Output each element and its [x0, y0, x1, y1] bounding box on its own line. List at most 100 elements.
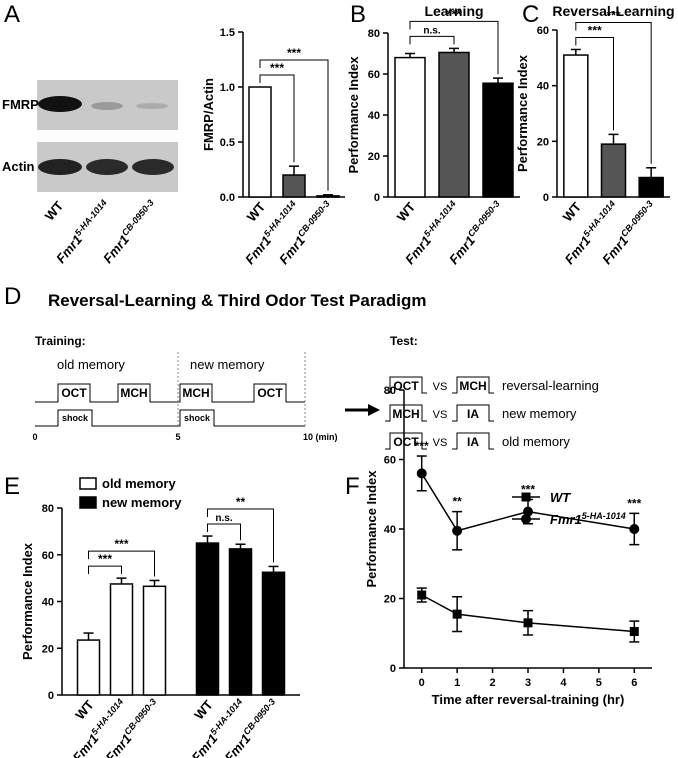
label-text: WT: [550, 490, 571, 505]
odor-step: [385, 432, 427, 450]
panel-label: F: [345, 473, 360, 500]
x-tick-label: WT: [191, 697, 216, 722]
y-axis-label: Performance Index: [346, 56, 361, 174]
marker: [416, 468, 427, 479]
x-tick-label: 6: [631, 677, 637, 689]
blot: FMRP Actin: [2, 80, 178, 192]
test-odor: IA: [467, 435, 479, 449]
label-superscript: 5-HA-1014: [89, 697, 125, 737]
y-tick-label: 0: [374, 192, 380, 204]
test-odor: OCT: [393, 435, 419, 449]
y-tick-label: 60: [537, 25, 549, 37]
significance-bracket: [207, 523, 241, 541]
odor-box: OCT: [257, 386, 283, 400]
y-tick-label: 40: [42, 597, 54, 609]
test-vs: VS: [433, 437, 448, 449]
shock-trace: [35, 409, 305, 427]
label-text: WT: [191, 697, 216, 722]
panel-label: E: [4, 473, 20, 500]
bar: [76, 639, 101, 696]
y-tick-label: 60: [42, 550, 54, 562]
label-superscript: CB-0950-3: [296, 199, 332, 239]
y-tick-label: 80: [42, 503, 54, 515]
label-superscript: 5-HA-1014: [581, 199, 617, 239]
bar: [248, 86, 272, 198]
phase-label: old memory: [57, 357, 125, 372]
blot-label: FMRP: [2, 97, 39, 112]
section-label: Training:: [35, 334, 86, 348]
legend-marker: [521, 492, 531, 502]
significance-label: ***: [447, 7, 461, 21]
y-tick-label: 0: [543, 192, 549, 204]
bar: [282, 174, 306, 198]
label-superscript: CB-0950-3: [120, 198, 156, 238]
x-tick-label: WT: [42, 198, 67, 223]
x-tick-label: 5: [596, 677, 602, 689]
label-text: WT: [560, 199, 585, 224]
significance-bracket: [88, 550, 155, 577]
bar: [394, 56, 426, 198]
shock-box: shock: [62, 413, 89, 423]
y-tick-label: 20: [42, 643, 54, 655]
point-label: **: [452, 495, 462, 509]
legend-symbol: [521, 492, 531, 502]
marker: [629, 627, 639, 637]
marker: [417, 590, 427, 600]
significance-label: n.s.: [215, 513, 232, 524]
blot-band: [38, 159, 82, 175]
blot-band: [132, 159, 174, 175]
test-odor: OCT: [393, 379, 419, 393]
legend-label: WT: [550, 490, 571, 505]
label-superscript: 5-HA-1014: [73, 198, 109, 238]
chart-title: Reversal-Learning: [552, 3, 674, 19]
odor-box: MCH: [182, 386, 209, 400]
significance-bracket: [259, 59, 329, 191]
x-tick-label: WT: [72, 697, 97, 722]
series-line: [421, 473, 635, 532]
panel-label: B: [350, 1, 366, 28]
x-axis-label: Time after reversal-training (hr): [432, 692, 625, 707]
blot-band: [86, 159, 128, 175]
y-tick-label: 60: [368, 69, 380, 81]
legend-swatch: [79, 496, 97, 509]
y-tick-label: 60: [384, 455, 396, 467]
blot-band: [38, 96, 82, 112]
test-vs: VS: [433, 381, 448, 393]
bar: [261, 571, 286, 696]
x-tick-label: WT: [394, 199, 419, 224]
time-label: 5: [175, 432, 180, 442]
y-tick-label: 40: [368, 110, 380, 122]
y-axis-label: FMRP/Actin: [201, 78, 216, 151]
point-label: ***: [521, 482, 535, 496]
bar: [563, 54, 589, 198]
point-label: ***: [627, 496, 641, 510]
x-tick-label: 1: [454, 677, 460, 689]
marker: [523, 618, 533, 628]
arrow-head: [368, 404, 380, 416]
odor-step: [385, 404, 427, 422]
x-tick-label: 0: [419, 677, 425, 689]
bar: [228, 548, 253, 696]
bar: [195, 542, 220, 696]
label-text: Fmr1: [550, 512, 582, 527]
significance-bracket: [575, 21, 652, 164]
diagram-title: Reversal-Learning & Third Odor Test Para…: [48, 291, 427, 310]
y-axis-label: Performance Index: [20, 542, 35, 660]
label-superscript: 5-HA-1014: [262, 199, 298, 239]
test-label: reversal-learning: [502, 378, 599, 393]
legend-symbol: [521, 514, 531, 524]
legend-label: new memory: [102, 495, 182, 510]
odor-box: OCT: [61, 386, 87, 400]
y-tick-label: 0: [48, 690, 54, 702]
y-axis-label: Performance Index: [364, 470, 379, 588]
blot-band: [136, 103, 168, 109]
label-text: WT: [244, 199, 269, 224]
x-tick-label: WT: [560, 199, 585, 224]
odor-box: MCH: [120, 386, 147, 400]
bar: [316, 195, 340, 198]
time-label: 0: [32, 432, 37, 442]
label-superscript: CB-0950-3: [466, 199, 502, 239]
paradigm-diagram: Reversal-Learning & Third Odor Test Para…: [32, 291, 426, 442]
blot-label: Actin: [2, 159, 35, 174]
odor-step: [452, 404, 494, 422]
